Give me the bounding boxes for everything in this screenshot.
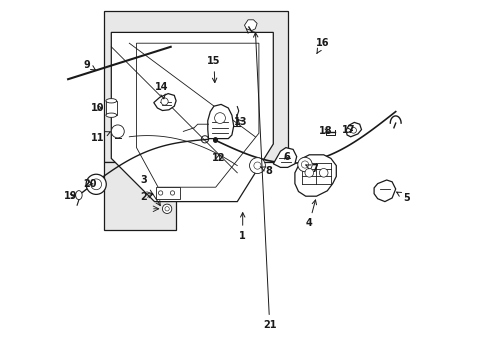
Text: 8: 8 <box>260 166 272 176</box>
Circle shape <box>319 168 327 177</box>
Text: 3: 3 <box>140 175 160 206</box>
Text: 18: 18 <box>318 126 332 136</box>
Circle shape <box>86 174 106 194</box>
Polygon shape <box>244 20 257 31</box>
Polygon shape <box>346 122 361 137</box>
Circle shape <box>170 191 174 195</box>
Text: 16: 16 <box>316 38 329 54</box>
Circle shape <box>297 157 311 172</box>
Text: 20: 20 <box>83 179 97 189</box>
Circle shape <box>161 98 168 105</box>
Circle shape <box>158 191 163 195</box>
Text: 17: 17 <box>342 125 355 135</box>
Text: 4: 4 <box>305 200 316 228</box>
Polygon shape <box>207 104 233 139</box>
Text: 15: 15 <box>207 56 220 82</box>
Ellipse shape <box>106 113 117 117</box>
Text: 2: 2 <box>140 192 153 202</box>
Polygon shape <box>104 11 287 162</box>
Text: 21: 21 <box>253 33 276 330</box>
Text: 7: 7 <box>305 164 317 174</box>
Circle shape <box>164 207 169 211</box>
Circle shape <box>350 127 356 133</box>
Bar <box>156 187 179 199</box>
Circle shape <box>305 168 313 177</box>
Text: 14: 14 <box>155 82 168 99</box>
Text: 6: 6 <box>283 152 289 162</box>
Polygon shape <box>106 101 117 115</box>
Circle shape <box>249 158 265 174</box>
Polygon shape <box>294 155 336 196</box>
Text: 12: 12 <box>211 153 224 163</box>
Circle shape <box>162 204 171 213</box>
Text: 13: 13 <box>234 117 247 127</box>
Text: 5: 5 <box>396 192 409 203</box>
Circle shape <box>253 162 261 169</box>
Ellipse shape <box>76 191 82 199</box>
Text: 9: 9 <box>83 60 96 70</box>
Text: 19: 19 <box>64 191 78 201</box>
Polygon shape <box>111 32 273 202</box>
Polygon shape <box>373 180 395 202</box>
Circle shape <box>214 113 225 123</box>
Polygon shape <box>273 148 296 167</box>
Circle shape <box>301 161 308 168</box>
Ellipse shape <box>106 99 117 103</box>
Text: 1: 1 <box>239 213 245 241</box>
Circle shape <box>111 125 124 138</box>
Text: 11: 11 <box>91 132 110 143</box>
Polygon shape <box>104 162 176 230</box>
Circle shape <box>91 179 102 190</box>
Text: 10: 10 <box>91 103 104 113</box>
Polygon shape <box>153 94 176 111</box>
